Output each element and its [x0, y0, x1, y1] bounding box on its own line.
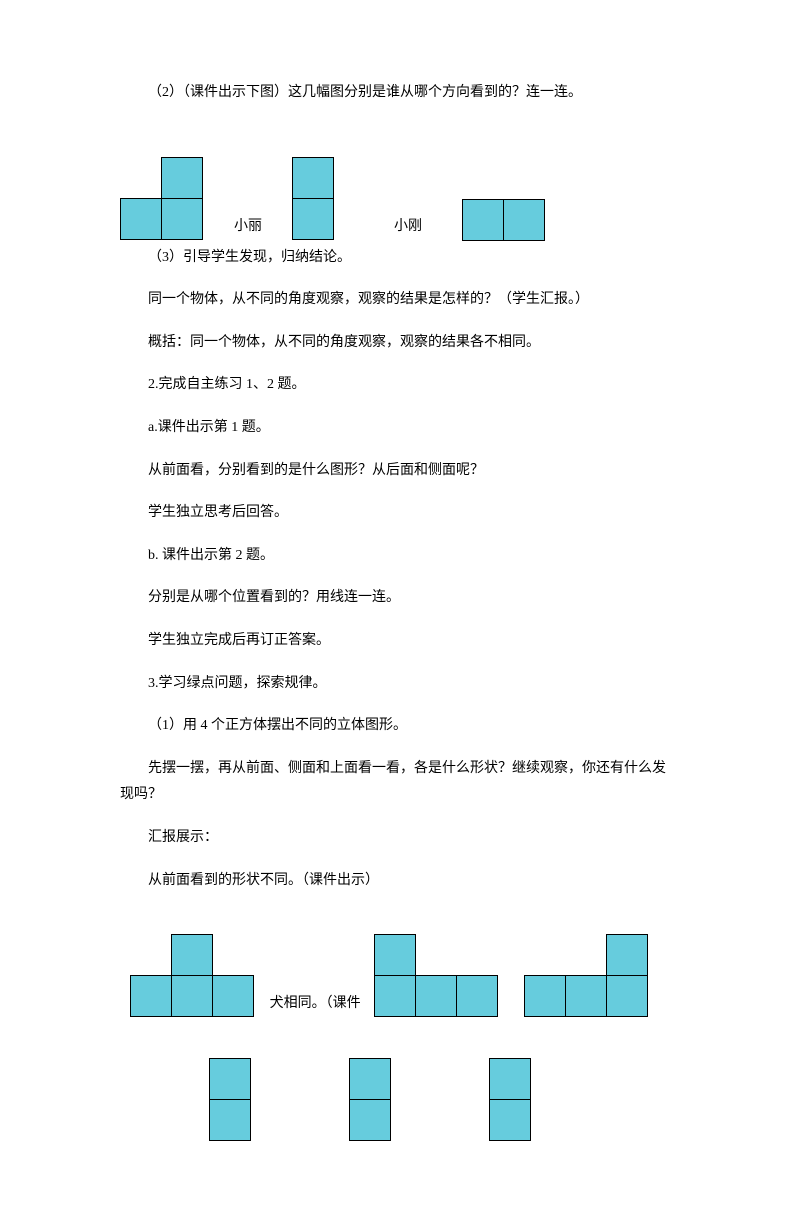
paragraph-13: 3.学习绿点问题，探索规律。	[120, 671, 680, 698]
document-page: （2）（课件出示下图）这几幅图分别是谁从哪个方向看到的？连一连。 小丽 小刚 （…	[0, 0, 800, 1232]
paragraph-7: a.课件出示第 1 题。	[120, 415, 680, 442]
figure-row-3	[120, 1058, 680, 1142]
paragraph-3: （3）引导学生发现，归纳结论。	[120, 245, 680, 272]
paragraph-8: 从前面看，分别看到的是什么图形？从后面和侧面呢？	[120, 458, 680, 485]
paragraph-5: 概括：同一个物体，从不同的角度观察，观察的结果各不相同。	[120, 330, 680, 357]
paragraph-16: 汇报展示：	[120, 825, 680, 852]
shape-T	[130, 934, 256, 1018]
figure-row-1: 小丽 小刚	[120, 157, 680, 241]
label-xiaoli: 小丽	[234, 215, 262, 235]
shape-v2-a	[209, 1058, 251, 1142]
paragraph-15b: 现吗？	[120, 782, 680, 809]
label-xiaogang: 小刚	[394, 215, 422, 235]
paragraph-10: b. 课件出示第 2 题。	[120, 543, 680, 570]
shape-L-right	[524, 934, 650, 1018]
shape-L-left	[374, 934, 500, 1018]
paragraph-9: 学生独立思考后回答。	[120, 500, 680, 527]
figure-row-2: 犬相同。（课件	[120, 934, 680, 1018]
paragraph-17: 从前面看到的形状不同。（课件出示）	[120, 868, 680, 895]
paragraph-15: 先摆一摆，再从前面、侧面和上面看一看，各是什么形状？继续观察，你还有什么发	[120, 756, 680, 783]
shape-v2-c	[489, 1058, 531, 1142]
mid-text: 犬相同。（课件	[270, 992, 361, 1012]
shape-horizontal-2	[462, 199, 546, 241]
shape-vertical-2	[292, 157, 334, 241]
shape-L	[120, 157, 204, 241]
paragraph-q2: （2）（课件出示下图）这几幅图分别是谁从哪个方向看到的？连一连。	[120, 80, 680, 107]
paragraph-12: 学生独立完成后再订正答案。	[120, 628, 680, 655]
paragraph-6: 2.完成自主练习 1、2 题。	[120, 372, 680, 399]
paragraph-14: （1）用 4 个正方体摆出不同的立体图形。	[120, 713, 680, 740]
shape-v2-b	[349, 1058, 391, 1142]
paragraph-11: 分别是从哪个位置看到的？用线连一连。	[120, 585, 680, 612]
paragraph-4: 同一个物体，从不同的角度观察，观察的结果是怎样的？（学生汇报。）	[120, 287, 680, 314]
